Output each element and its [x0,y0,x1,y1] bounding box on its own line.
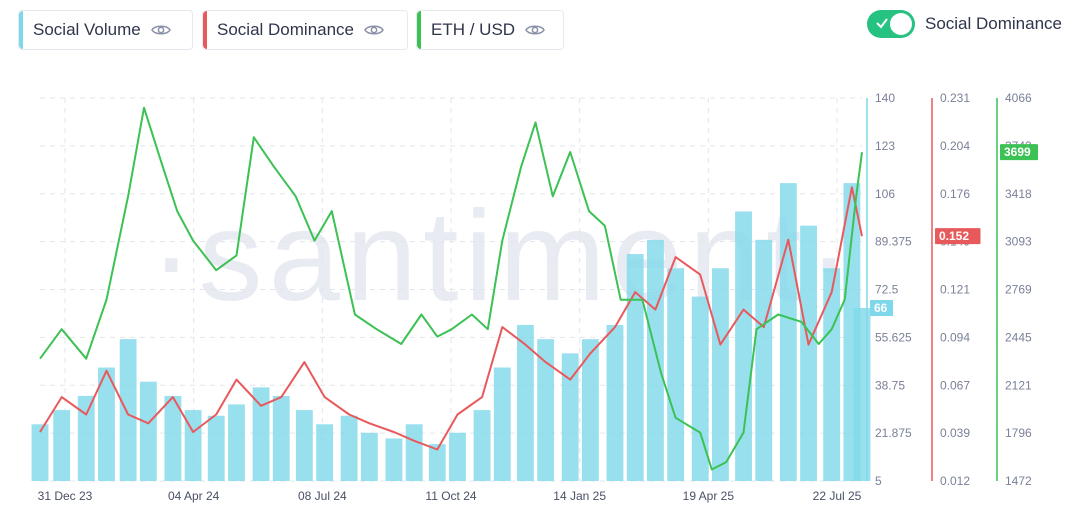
social-dominance-toggle[interactable] [866,10,915,38]
social-volume-bar [606,324,624,481]
legend-label: Social Dominance [217,20,355,39]
dominance-axis-tick: 0.176 [940,187,970,201]
legend-eth-usd[interactable]: ETH / USD [416,10,564,50]
social-volume-bar [385,438,403,481]
social-volume-bar [516,324,534,481]
social-volume-bar [735,211,752,481]
price-axis-tick: 3418 [1005,187,1032,201]
social-volume-bar [272,395,290,481]
social-volume-bar [473,410,491,481]
social-dominance-line [39,186,863,451]
social-volume-bar [581,339,599,481]
price-axis-tick: 2121 [1005,378,1032,392]
social-volume-bar [626,254,644,481]
social-volume-bar [537,339,555,481]
social-volume-bar [667,268,685,481]
social-volume-bar [711,268,729,481]
volume-axis-tick: 72.5 [875,283,899,297]
social-volume-bar [853,307,871,481]
social-volume-bar [77,395,95,481]
social-volume-bar [561,353,579,481]
x-tick-label: 22 Jul 25 [813,489,862,503]
x-tick-label: 04 Apr 24 [168,489,220,503]
series-lines [39,106,863,471]
legend-color-stripe [417,11,421,49]
eth-usd-line [39,106,863,471]
legend-color-stripe [19,11,23,49]
volume-axis-current-badge [870,299,893,316]
social-volume-bar [360,432,378,481]
dominance-axis-tick: 0.067 [940,378,970,392]
social-volume-bar [800,225,817,481]
toggle-label: Social Dominance [924,14,1062,33]
price-axis-tick: 3093 [1005,235,1032,249]
social-volume-bar [316,424,334,481]
dominance-axis-tick: 0.094 [940,330,970,344]
price-axis-current-badge [1000,144,1038,161]
dominance-axis-tick: 0.204 [940,139,970,153]
dominance-axis-tick: 0.012 [940,474,970,488]
volume-axis-tick: 89.375 [875,235,912,249]
eye-icon[interactable] [525,23,545,37]
social-volume-bar [295,410,313,481]
social-volume-bar [164,395,182,481]
eye-icon[interactable] [364,23,384,37]
dominance-axis-current-badge [935,228,981,245]
social-volume-bar [755,239,773,481]
social-volume-bar [53,410,71,481]
social-dominance-toggle-group: Social Dominance [866,10,1062,38]
price-axis-tick: 2769 [1005,283,1032,297]
x-tick-label: 31 Dec 23 [38,489,93,503]
check-icon [876,18,888,29]
social-volume-bar [405,424,423,481]
social-volume-bar [691,296,709,481]
social-volume-bar [31,424,49,481]
legend-label: ETH / USD [431,20,516,39]
social-volume-bar [449,432,466,481]
price-axis-tick: 4066 [1005,91,1032,105]
legend-color-stripe [203,11,207,49]
price-axis-tick: 2445 [1005,330,1032,344]
legend-label: Social Volume [33,20,141,39]
dominance-axis-tick: 0.121 [940,283,970,297]
legend-social-volume[interactable]: Social Volume [18,10,193,50]
volume-axis-tick: 123 [875,139,895,153]
dominance-axis-current-value: 0.152 [939,229,969,243]
x-tick-label: 08 Jul 24 [298,489,347,503]
volume-axis-tick: 21.875 [875,426,912,440]
volume-axis-tick: 55.625 [875,330,912,344]
social-volume-bar [228,404,245,481]
social-volume-bar [646,239,664,481]
dominance-axis-tick: 0.039 [940,426,970,440]
social-volume-bar [207,415,225,481]
volume-axis-tick: 140 [875,91,895,105]
toggle-knob [889,13,912,35]
volume-axis-tick: 106 [875,187,895,201]
volume-axis-current-value: 66 [874,301,888,315]
eye-icon[interactable] [150,23,171,37]
social-volume-bar [823,268,841,481]
price-axis-tick: 1472 [1005,474,1032,488]
social-volume-bar [252,387,270,481]
price-axis-tick: 1796 [1005,426,1032,440]
social-volume-bar [119,339,137,481]
dominance-axis-tick: 0.231 [940,91,970,105]
axes: 140 123 106 89.375 72.5 55.625 38.75 21.875 5 66 0… [866,91,1038,488]
social-volume-bar [340,415,358,481]
volume-axis-tick: 38.75 [875,378,905,392]
social-volume-bar [98,367,115,481]
x-tick-label: 11 Oct 24 [425,489,476,503]
social-volume-bar [493,367,511,481]
volume-axis-tick: 5 [875,474,882,488]
x-tick-label: 14 Jan 25 [553,489,606,503]
social-volume-bar [779,183,797,481]
social-volume-bar [139,381,157,481]
price-axis-current-value: 3699 [1004,145,1031,159]
social-volume-bar [428,444,446,481]
x-tick-label: 19 Apr 25 [683,489,735,503]
legend-social-dominance[interactable]: Social Dominance [202,10,408,50]
